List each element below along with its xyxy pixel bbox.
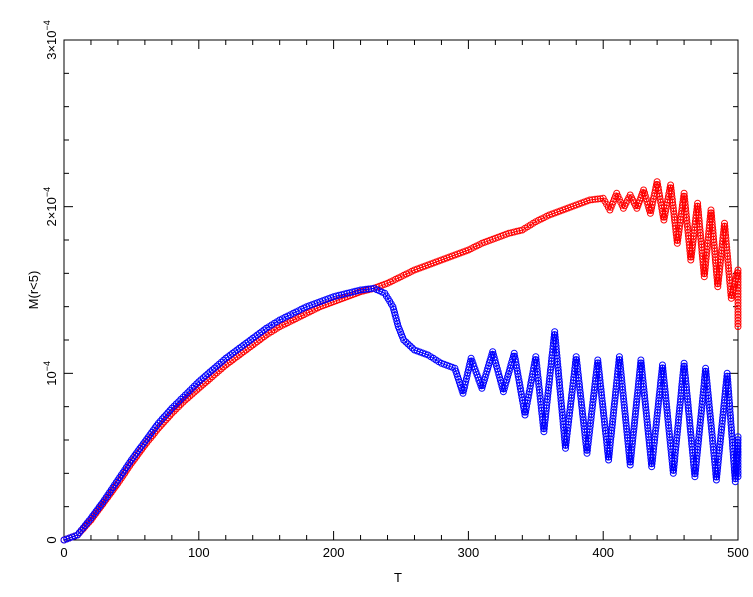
series-1-point bbox=[162, 411, 170, 419]
series-1-point bbox=[251, 333, 259, 341]
series-1-point bbox=[213, 362, 221, 370]
series-1-point bbox=[179, 393, 187, 401]
series-1-point bbox=[256, 329, 263, 337]
x-tick-label: 0 bbox=[60, 545, 67, 560]
x-axis-label: T bbox=[394, 570, 402, 585]
y-tick-label: 10−4 bbox=[42, 361, 59, 386]
series-1-point bbox=[242, 339, 250, 347]
series-1-point bbox=[229, 349, 236, 357]
series-1-point bbox=[206, 368, 214, 376]
series-0-line bbox=[63, 181, 739, 541]
series-1-point bbox=[365, 285, 373, 293]
series-1-point bbox=[89, 512, 97, 520]
series-1-point bbox=[217, 358, 225, 366]
x-tick-label: 400 bbox=[592, 545, 614, 560]
series-1-point bbox=[215, 360, 223, 368]
series-1-point bbox=[190, 382, 198, 390]
series-1-point bbox=[404, 340, 412, 348]
y-axis-ticks: 010−42×10−43×10−4 bbox=[42, 20, 738, 544]
x-tick-label: 500 bbox=[727, 545, 749, 560]
x-axis-ticks: 0 100 200 300 400 500 bbox=[60, 40, 749, 560]
series-1-point bbox=[408, 344, 416, 352]
y-axis-label: M(r<5) bbox=[26, 271, 41, 310]
series-1-point bbox=[734, 473, 742, 481]
series-1-point bbox=[172, 400, 180, 408]
series-1-point bbox=[357, 286, 365, 294]
series-1-point bbox=[136, 445, 144, 452]
series-1-point bbox=[208, 366, 216, 374]
series-1-point bbox=[164, 409, 172, 417]
series-1-point bbox=[233, 346, 241, 354]
series-1-point bbox=[362, 285, 370, 293]
y-tick-label: 2×10−4 bbox=[42, 187, 59, 227]
series-1-point bbox=[222, 354, 230, 362]
y-tick-exponent: −4 bbox=[42, 20, 52, 30]
series-1-point bbox=[211, 364, 218, 372]
series-1-point bbox=[220, 356, 227, 364]
series-0-point bbox=[586, 196, 594, 204]
x-tick-label: 300 bbox=[458, 545, 480, 560]
series-1-point bbox=[204, 370, 212, 378]
x-tick-label: 200 bbox=[323, 545, 345, 560]
series-1-point bbox=[77, 526, 85, 534]
series-0-point bbox=[588, 196, 596, 204]
series-1-point bbox=[181, 391, 189, 399]
series-1-point bbox=[158, 415, 166, 423]
series-1-point bbox=[260, 326, 268, 334]
series-1-point bbox=[195, 378, 203, 386]
series-1-point bbox=[160, 413, 168, 421]
series-1-point bbox=[247, 336, 254, 344]
plot-frame bbox=[63, 39, 739, 541]
series-1-point bbox=[154, 419, 162, 427]
series-1-point bbox=[197, 376, 205, 384]
series-1-point bbox=[186, 387, 194, 395]
y-tick-mantissa: 3×10 bbox=[44, 30, 59, 59]
y-tick-label: 0 bbox=[44, 536, 59, 543]
series-1-point bbox=[400, 336, 408, 344]
series-1-point bbox=[734, 470, 742, 478]
series-1-point bbox=[359, 286, 367, 294]
series-1-point bbox=[202, 372, 209, 380]
series-1-point bbox=[184, 389, 192, 397]
series-1-point bbox=[238, 343, 245, 351]
series-1-point bbox=[193, 380, 201, 388]
series-1-point bbox=[166, 407, 174, 414]
series-1-point bbox=[156, 417, 164, 425]
series-0-point bbox=[734, 320, 742, 328]
y-tick-label: 3×10−4 bbox=[42, 20, 59, 60]
series-1-point bbox=[199, 374, 207, 382]
y-tick-exponent: −4 bbox=[42, 187, 52, 197]
series-layer bbox=[60, 178, 742, 544]
series-1-point bbox=[175, 398, 183, 406]
series-1-point bbox=[170, 402, 178, 410]
y-tick-exponent: −4 bbox=[42, 361, 52, 371]
series-1-point bbox=[226, 351, 234, 359]
y-tick-mantissa: 2×10 bbox=[44, 197, 59, 226]
series-1-point bbox=[168, 404, 176, 412]
series-1-point bbox=[177, 395, 185, 403]
x-tick-label: 100 bbox=[188, 545, 210, 560]
series-1-point bbox=[188, 384, 196, 392]
y-tick-mantissa: 10 bbox=[44, 371, 59, 385]
series-1-point bbox=[406, 342, 414, 350]
series-0-point bbox=[591, 195, 599, 203]
series-0-point bbox=[594, 195, 602, 203]
series-1-point bbox=[402, 338, 410, 346]
series-0-point bbox=[734, 323, 742, 331]
